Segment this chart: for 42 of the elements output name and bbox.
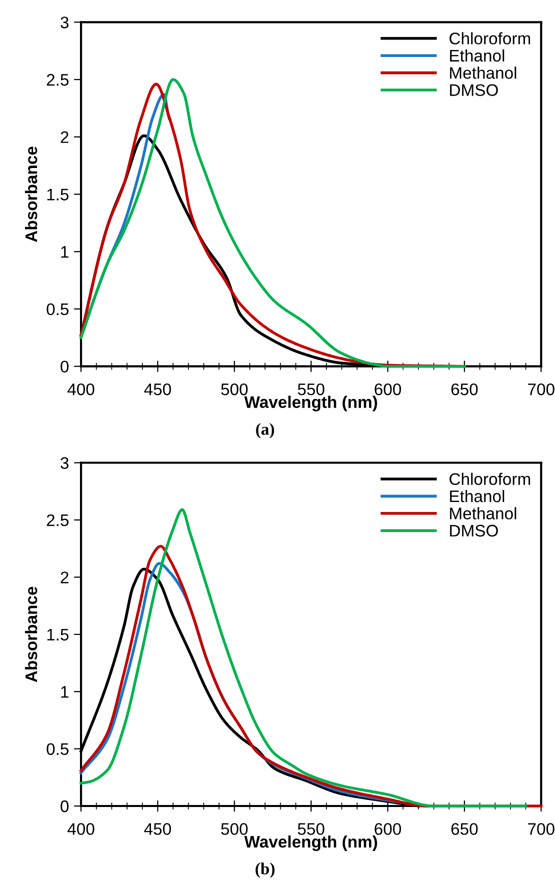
- y-tick-label: 0.5: [46, 743, 69, 756]
- legend-label: DMSO: [450, 84, 498, 96]
- x-tick-label: 400: [68, 383, 94, 396]
- y-tick-label: 0: [60, 360, 69, 373]
- x-tick-label: 650: [451, 823, 478, 835]
- legend-label: Methanol: [450, 507, 516, 520]
- text: (a): [256, 423, 274, 438]
- legend-label: Ethanol: [450, 49, 504, 62]
- y-tick-label: 1: [61, 246, 68, 258]
- legend-label: Chloroform: [450, 472, 530, 485]
- legend-label: Methanol: [450, 66, 516, 79]
- x-tick-label: 450: [144, 823, 171, 835]
- legend-label: Chloroform: [450, 32, 530, 44]
- x-axis-title: Wavelength (nm): [244, 396, 378, 412]
- y-tick-label: 1.5: [47, 188, 69, 200]
- y-tick-label: 1: [61, 686, 68, 698]
- x-tick-label: 700: [528, 823, 554, 835]
- y-tick-label: 2: [60, 131, 68, 143]
- x-tick-label: 550: [298, 383, 324, 396]
- text: (b): [256, 862, 275, 878]
- y-tick-label: 0: [60, 800, 69, 812]
- x-tick-label: 600: [374, 383, 402, 396]
- x-tick-label: 500: [221, 823, 248, 835]
- x-tick-label: 600: [374, 823, 402, 835]
- y-tick-label: 3: [60, 16, 68, 28]
- y-tick-label: 2: [60, 572, 68, 584]
- x-tick-label: 700: [528, 383, 554, 396]
- y-tick-label: 2.5: [46, 74, 69, 86]
- x-tick-label: 550: [298, 823, 324, 835]
- x-axis-title: Wavelength (nm): [244, 835, 378, 852]
- x-tick-label: 500: [221, 383, 248, 396]
- y-tick-label: 2.5: [46, 514, 69, 526]
- y-tick-label: 3: [60, 457, 68, 469]
- y-axis-title: Absorbance: [24, 146, 38, 242]
- x-tick-label: 450: [144, 383, 171, 396]
- x-tick-label: 650: [451, 383, 478, 396]
- y-tick-label: 1.5: [47, 628, 69, 641]
- legend-label: Ethanol: [450, 490, 504, 502]
- y-tick-label: 0.5: [46, 303, 69, 316]
- legend-label: DMSO: [450, 524, 498, 537]
- y-axis-title: Absorbance: [24, 586, 38, 682]
- x-tick-label: 400: [68, 823, 94, 835]
